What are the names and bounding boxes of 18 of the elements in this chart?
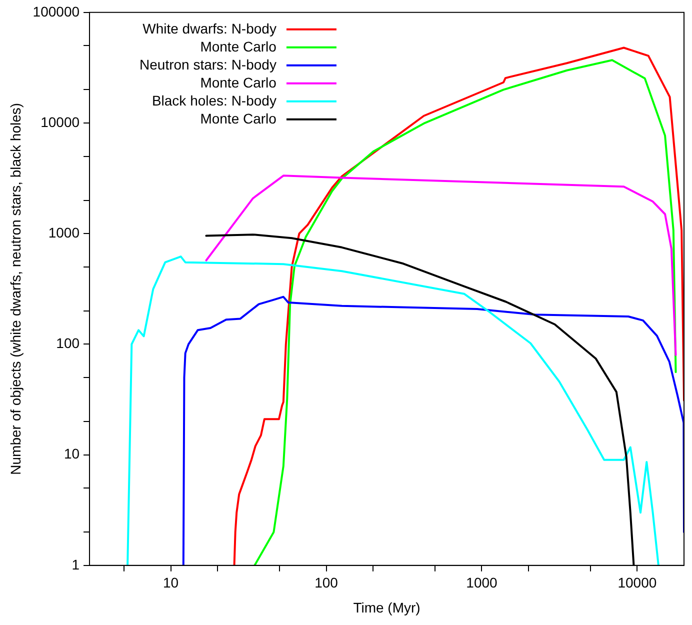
legend-label: Monte Carlo [200, 74, 277, 90]
legend-label: Monte Carlo [200, 110, 277, 126]
y-axis-title: Number of objects (white dwarfs, neutron stars, black holes) [7, 102, 24, 475]
y-tick-label: 1 [72, 556, 80, 572]
x-axis-title: Time (Myr) [353, 599, 420, 616]
legend-label: White dwarfs: N-body [142, 20, 276, 36]
legend-label: Black holes: N-body [152, 92, 276, 108]
x-tick-label: 10000 [618, 574, 657, 591]
y-tick-label: 10 [64, 446, 80, 462]
legend-label: Neutron stars: N-body [140, 56, 276, 72]
x-tick-label: 1000 [466, 574, 498, 591]
y-tick-label: 100 [56, 335, 80, 352]
legend-label: Monte Carlo [200, 38, 277, 54]
y-tick-label: 100000 [32, 3, 80, 20]
x-tick-label: 10 [163, 574, 179, 591]
x-tick-label: 100 [314, 574, 338, 591]
y-tick-label: 10000 [40, 114, 80, 130]
y-tick-label: 1000 [48, 224, 80, 240]
